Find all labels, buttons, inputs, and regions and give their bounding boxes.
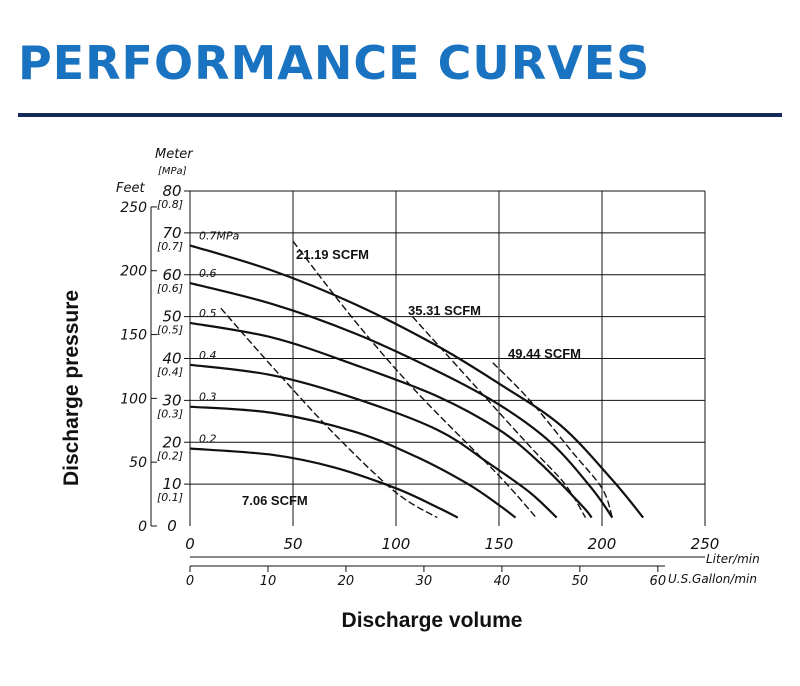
air-consumption-curve	[411, 316, 587, 518]
x-primary-tick-label: 150	[485, 535, 514, 553]
air-consumption-curve	[492, 362, 613, 518]
y-meter-tick-label: 50	[162, 308, 181, 326]
y-feet-tick-label: 50	[129, 455, 147, 471]
x-primary-tick-label: 250	[691, 535, 720, 553]
x-secondary-tick-label: 40	[494, 574, 511, 589]
air-consumption-curves	[220, 240, 613, 519]
y-mpa-tick-label: [0.5]	[157, 324, 183, 337]
x-primary-tick-label: 50	[283, 535, 302, 553]
pressure-curve-label: 0.2	[199, 433, 217, 446]
y-meter-tick-label: 10	[162, 475, 181, 493]
x-secondary-tick-label: 20	[338, 574, 355, 589]
y-meter-unit: Meter	[155, 147, 194, 162]
x-secondary-tick-label: 10	[260, 574, 277, 589]
y-meter-tick-label: 0	[167, 517, 177, 535]
air-consumption-curve	[220, 307, 438, 519]
y-feet-tick-label: 100	[120, 391, 147, 407]
x-primary-unit: Liter/min	[706, 552, 760, 566]
y-mpa-tick-label: [0.3]	[157, 407, 183, 420]
y-feet-tick-label: 150	[120, 328, 147, 344]
title-divider	[18, 113, 782, 117]
pump-curves: 0.7MPa 0.6 0.5 0.4 0.3 0.2	[189, 229, 645, 519]
air-consumption-curve	[292, 240, 537, 519]
y-mpa-tick-label: [0.2]	[157, 449, 183, 462]
pressure-curve	[189, 363, 558, 519]
x-secondary-tick-label: 0	[186, 574, 194, 589]
pressure-curve	[189, 447, 459, 519]
y-mpa-tick-label: [0.1]	[157, 491, 183, 504]
chart-axes: 010[0.1]20[0.2]30[0.3]40[0.4]50[0.5]60[0…	[120, 182, 719, 589]
y-feet-tick-label: 250	[120, 200, 147, 216]
scfm-label-21: 21.19 SCFM	[296, 247, 369, 262]
y-mpa-tick-label: [0.7]	[157, 240, 183, 253]
x-secondary-tick-label: 60	[650, 574, 667, 589]
pressure-curve-label: 0.5	[199, 307, 217, 320]
scfm-label-49: 49.44 SCFM	[508, 346, 581, 361]
y-mpa-tick-label: [0.8]	[157, 198, 183, 211]
x-secondary-tick-label: 30	[416, 574, 433, 589]
y-meter-tick-label: 30	[162, 391, 181, 409]
page-title: PERFORMANCE CURVES	[18, 36, 651, 90]
x-primary-tick-label: 200	[588, 535, 617, 553]
y-feet-unit: Feet	[116, 181, 145, 196]
y-meter-tick-label: 80	[162, 182, 181, 200]
pressure-curve	[189, 405, 517, 519]
x-secondary-tick-label: 50	[572, 574, 589, 589]
pressure-curve	[189, 244, 645, 519]
y-meter-tick-label: 20	[162, 433, 181, 451]
pressure-curve-label: 0.3	[199, 391, 217, 404]
scfm-label-7: 7.06 SCFM	[242, 493, 308, 508]
x-primary-tick-label: 0	[185, 535, 195, 553]
x-secondary-unit: U.S.Gallon/min	[668, 572, 757, 586]
chart-grid	[189, 190, 706, 526]
pressure-curve	[189, 282, 614, 519]
y-meter-tick-label: 40	[162, 350, 181, 368]
x-axis-title: Discharge volume	[342, 609, 523, 632]
y-meter-tick-label: 60	[162, 266, 181, 284]
pressure-curve-label: 0.7MPa	[199, 229, 240, 242]
y-mpa-tick-label: [0.6]	[157, 282, 183, 295]
y-mpa-unit: [MPa]	[158, 166, 187, 177]
y-mpa-tick-label: [0.4]	[157, 366, 183, 379]
y-meter-tick-label: 70	[162, 224, 181, 242]
pressure-curve-label: 0.4	[199, 349, 217, 362]
x-primary-tick-label: 100	[382, 535, 411, 553]
y-axis-title: Discharge pressure	[60, 290, 83, 486]
y-feet-tick-label: 200	[120, 264, 147, 280]
pressure-curve-label: 0.6	[199, 267, 217, 280]
scfm-label-35: 35.31 SCFM	[408, 303, 481, 318]
y-feet-tick-label: 0	[138, 519, 147, 535]
